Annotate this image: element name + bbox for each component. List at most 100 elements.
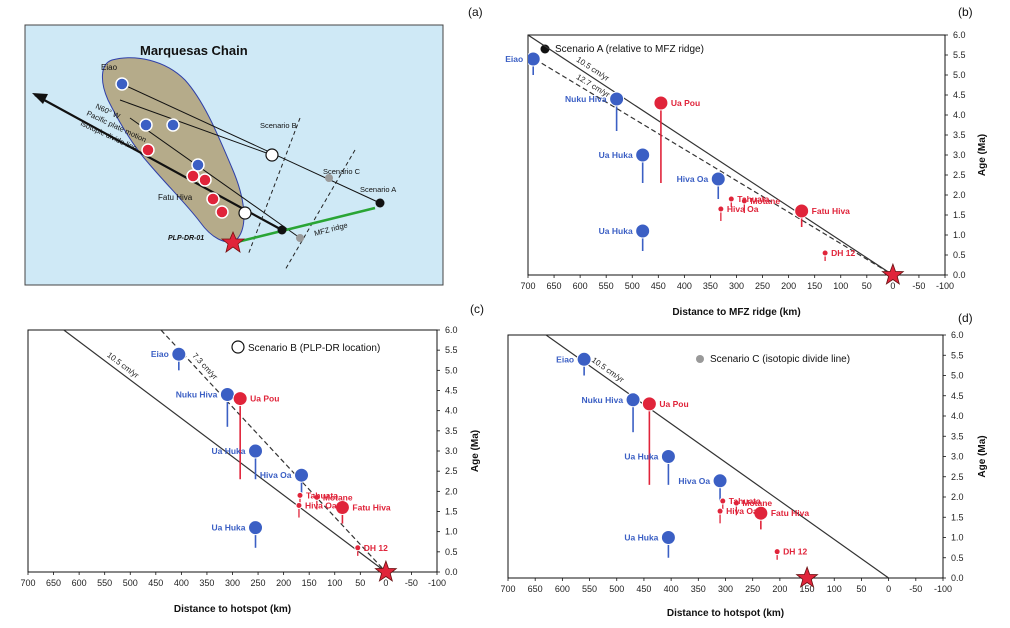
- scenario-c-point: [296, 234, 304, 242]
- x-tick-label: 250: [755, 281, 770, 291]
- data-point: [641, 396, 657, 412]
- map-sample-dot: [186, 169, 200, 183]
- point-label: Ua Huka: [599, 150, 633, 160]
- x-axis-label: Distance to MFZ ridge (km): [672, 307, 800, 318]
- velocity-line: [160, 330, 387, 572]
- point-label: Tahuata: [737, 194, 769, 204]
- x-tick-label: 200: [276, 578, 291, 588]
- data-point: [528, 51, 541, 67]
- point-label: Eiao: [151, 349, 169, 359]
- x-tick-label: 700: [20, 578, 35, 588]
- x-tick-label: 550: [599, 281, 614, 291]
- y-tick-label: 1.0: [953, 230, 966, 240]
- scenario-c-dashed: [284, 149, 356, 271]
- scenario-b-point: [238, 206, 252, 220]
- data-point: [294, 467, 310, 483]
- scenario-a-map-label: Scenario A: [360, 185, 396, 194]
- data-point: [716, 507, 724, 515]
- point-label: Ua Huka: [211, 523, 245, 533]
- plot-frame: [507, 334, 944, 579]
- y-tick-label: 5.0: [445, 365, 458, 375]
- point-label: Motane: [742, 498, 772, 508]
- eiao-map-label: Eiao: [101, 63, 118, 72]
- point-label: Hiva Oa: [677, 174, 709, 184]
- velocity-line: [63, 330, 387, 572]
- point-label: Ua Huka: [211, 446, 245, 456]
- data-point: [717, 205, 725, 213]
- y-tick-label: 4.5: [951, 391, 964, 401]
- map-sample-dot: [215, 205, 229, 219]
- point-label: Motane: [323, 492, 353, 502]
- panel-label: (b): [958, 5, 973, 19]
- y-tick-label: 5.0: [951, 371, 964, 381]
- x-tick-label: 450: [651, 281, 666, 291]
- velocity-line: [528, 54, 894, 275]
- y-tick-label: 1.5: [951, 512, 964, 522]
- y-axis-label: Age (Ma): [977, 134, 988, 176]
- data-point: [653, 95, 669, 111]
- hotspot-star-icon: [881, 262, 905, 285]
- plp-star-icon: [220, 230, 246, 253]
- x-tick-label: 450: [148, 578, 163, 588]
- y-tick-label: 2.5: [445, 466, 458, 476]
- x-tick-label: 300: [718, 584, 733, 594]
- point-label: Motane: [750, 196, 780, 206]
- x-tick-label: 250: [251, 578, 266, 588]
- x-tick-label: 350: [199, 578, 214, 588]
- y-tick-label: 4.0: [951, 411, 964, 421]
- point-label: DH 12: [364, 543, 388, 553]
- x-tick-label: 700: [500, 584, 515, 594]
- y-tick-label: 4.0: [445, 406, 458, 416]
- map-sample-dot: [115, 77, 129, 91]
- point-label: Ua Huka: [624, 533, 658, 543]
- y-axis-label: Age (Ma): [977, 435, 988, 477]
- data-point: [334, 499, 350, 515]
- point-label: Hiva Oa: [305, 500, 337, 510]
- y-tick-label: 1.0: [951, 533, 964, 543]
- panel-c-plot: (c)700 650 600 550 500 450 400 350 300 250 200 150 1…: [20, 302, 484, 615]
- mfz-ridge-line: [232, 206, 376, 245]
- x-tick-label: 350: [691, 584, 706, 594]
- point-label: Ua Pou: [250, 394, 279, 404]
- y-tick-label: 5.5: [445, 345, 458, 355]
- x-tick-label: 300: [225, 578, 240, 588]
- scenario-b-point: [265, 148, 279, 162]
- x-tick-label: 600: [555, 584, 570, 594]
- scenario-a-point: [375, 198, 385, 208]
- point-label: Ua Huka: [599, 226, 633, 236]
- x-tick-label: 400: [677, 281, 692, 291]
- isotopic-line: [129, 117, 301, 239]
- y-tick-label: 0.0: [953, 270, 966, 280]
- point-label: Hiva Oa: [726, 506, 758, 516]
- x-tick-label: 50: [355, 578, 365, 588]
- scenario-b-line: [119, 99, 273, 156]
- point-label: Fatu Hiva: [352, 502, 391, 512]
- point-label: Fatu Hiva: [771, 508, 810, 518]
- legend-text: Scenario B (PLP-DR location): [248, 343, 380, 354]
- point-label: Nuku Hiva: [565, 94, 607, 104]
- y-tick-label: 4.5: [953, 90, 966, 100]
- scenario-b-dashed: [247, 117, 301, 256]
- data-point: [625, 392, 641, 408]
- y-tick-label: 0.5: [445, 547, 458, 557]
- fatu-hiva-map-label: Fatu Hiva: [158, 193, 193, 202]
- legend-marker: [540, 44, 550, 54]
- y-tick-label: 4.0: [953, 110, 966, 120]
- legend-text: Scenario C (isotopic divide line): [710, 354, 850, 365]
- y-tick-label: 3.0: [953, 150, 966, 160]
- y-tick-label: 4.5: [445, 386, 458, 396]
- x-tick-label: 600: [573, 281, 588, 291]
- map-title: Marquesas Chain: [140, 43, 248, 58]
- y-tick-label: 0.5: [953, 250, 966, 260]
- point-label: Fatu Hiva: [812, 206, 851, 216]
- data-point: [313, 493, 321, 501]
- x-tick-label: -100: [934, 584, 952, 594]
- y-tick-label: 3.0: [951, 452, 964, 462]
- data-point: [635, 147, 651, 163]
- point-label: DH 12: [831, 248, 855, 258]
- legend-marker: [696, 355, 704, 363]
- x-tick-label: -50: [405, 578, 418, 588]
- x-tick-label: 250: [745, 584, 760, 594]
- plot-area: [528, 35, 894, 275]
